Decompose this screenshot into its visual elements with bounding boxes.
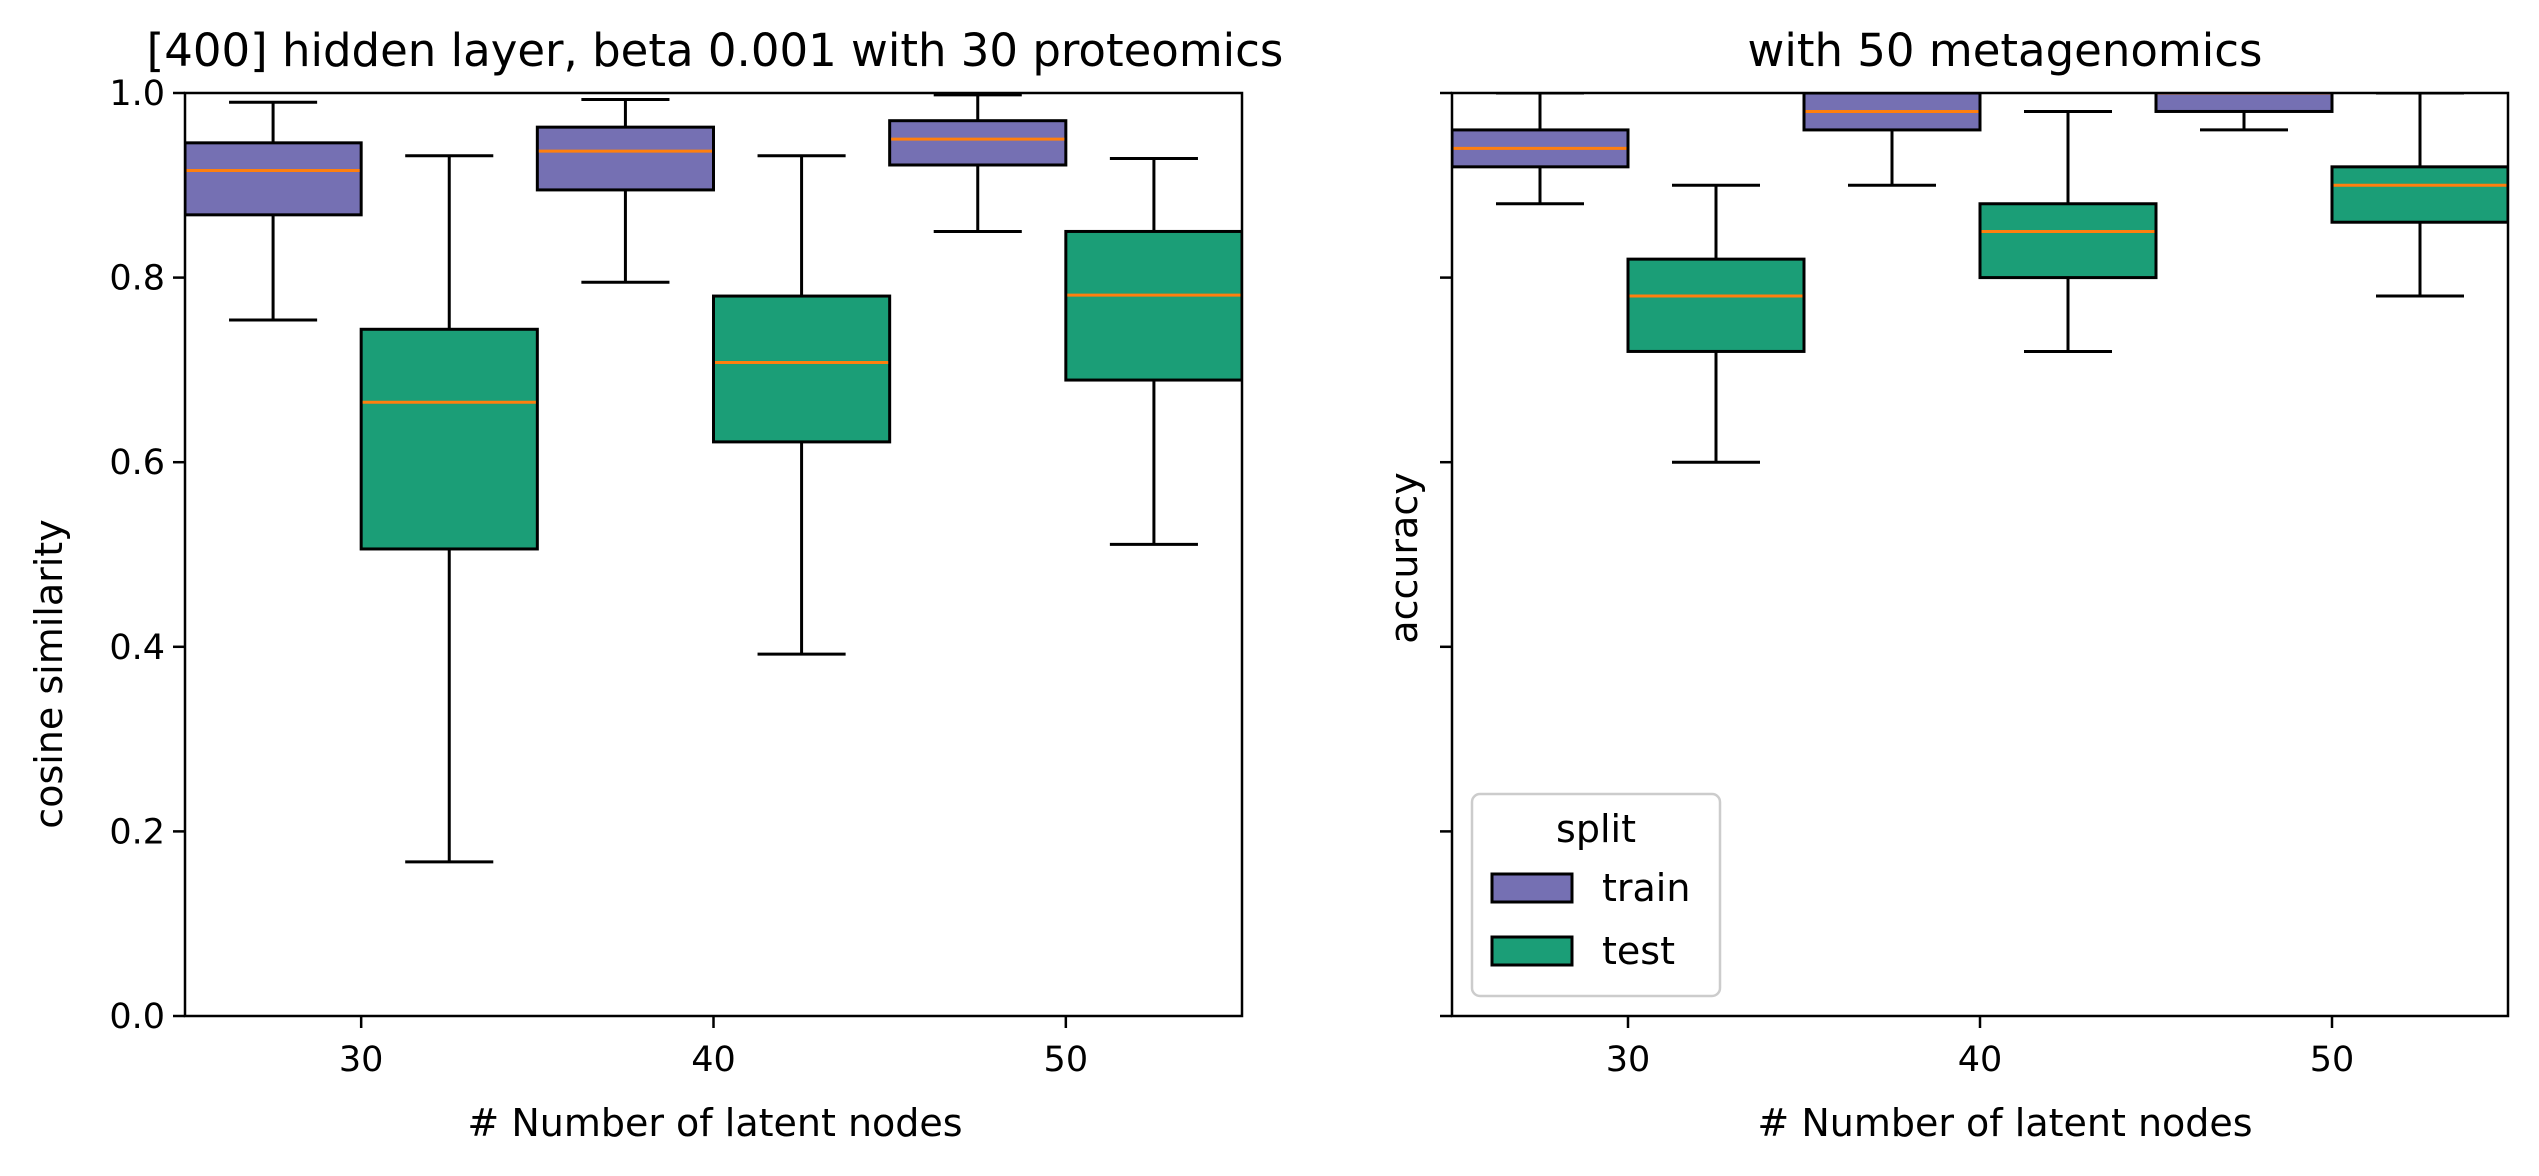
- chart-left: [400] hidden layer, beta 0.001 with 30 p…: [27, 24, 1283, 1145]
- chart-right-box-train-1: [1802, 93, 1982, 187]
- box-body: [185, 141, 363, 217]
- chart-right-xtick-label: 50: [2310, 1040, 2355, 1080]
- chart-left-ytick-label: 0.6: [109, 443, 165, 483]
- box-body: [359, 327, 539, 551]
- chart-left-ytick-label: 0.2: [109, 812, 165, 852]
- chart-left-xtick-label: 40: [691, 1040, 736, 1080]
- legend-title: split: [1556, 807, 1636, 851]
- chart-right-xlabel: # Number of latent nodes: [1757, 1101, 2252, 1145]
- chart-right-data-layer: [1452, 93, 2508, 464]
- box-body: [2154, 93, 2334, 113]
- chart-left-xlabel: # Number of latent nodes: [467, 1101, 962, 1145]
- chart-left-box-test-2: [1064, 157, 1242, 546]
- chart-left-box-train-2: [888, 93, 1068, 233]
- chart-left-ytick-label: 0.8: [109, 259, 165, 299]
- chart-left-xtick-label: 30: [339, 1040, 384, 1080]
- chart-left-ylabel: cosine similarity: [27, 519, 71, 828]
- chart-left-ytick-label: 1.0: [109, 74, 165, 114]
- chart-left-ytick-label: 0.4: [109, 628, 165, 668]
- chart-right-xtick-label: 40: [1958, 1040, 2003, 1080]
- legend-swatch-test: [1490, 935, 1574, 967]
- legend-label-train: train: [1602, 866, 1690, 910]
- chart-left-box-train-0: [185, 100, 363, 322]
- box-body: [535, 125, 715, 192]
- chart-left-box-test-1: [712, 154, 892, 656]
- box-body: [1064, 229, 1242, 382]
- chart-left-xtick-label: 50: [1044, 1040, 1089, 1080]
- box-body: [888, 119, 1068, 167]
- legend-label-test: test: [1602, 929, 1675, 973]
- chart-right-box-train-0: [1452, 93, 1630, 206]
- chart-right-box-test-0: [1626, 183, 1806, 464]
- chart-right-box-train-2: [2154, 93, 2334, 132]
- chart-right-box-test-2: [2330, 93, 2508, 298]
- chart-right-xtick-label: 30: [1606, 1040, 1651, 1080]
- box-body: [712, 294, 892, 444]
- chart-left-ytick-label: 0.0: [109, 997, 165, 1037]
- box-body: [1978, 202, 2158, 280]
- chart-left-box-train-1: [535, 97, 715, 284]
- legend-swatch-train: [1490, 872, 1574, 904]
- box-body: [1626, 257, 1806, 353]
- chart-left-title: [400] hidden layer, beta 0.001 with 30 p…: [147, 24, 1284, 77]
- chart-right: with 50 metagenomics # Number of latent …: [1382, 24, 2510, 1145]
- chart-right-ylabel: accuracy: [1382, 472, 1426, 643]
- box-body: [2330, 165, 2508, 224]
- chart-right-title: with 50 metagenomics: [1748, 24, 2263, 77]
- chart-right-box-test-1: [1978, 109, 2158, 353]
- chart-right-legend: split train test: [1470, 792, 1722, 998]
- chart-left-data-layer: [185, 93, 1242, 864]
- chart-left-box-test-0: [359, 154, 539, 864]
